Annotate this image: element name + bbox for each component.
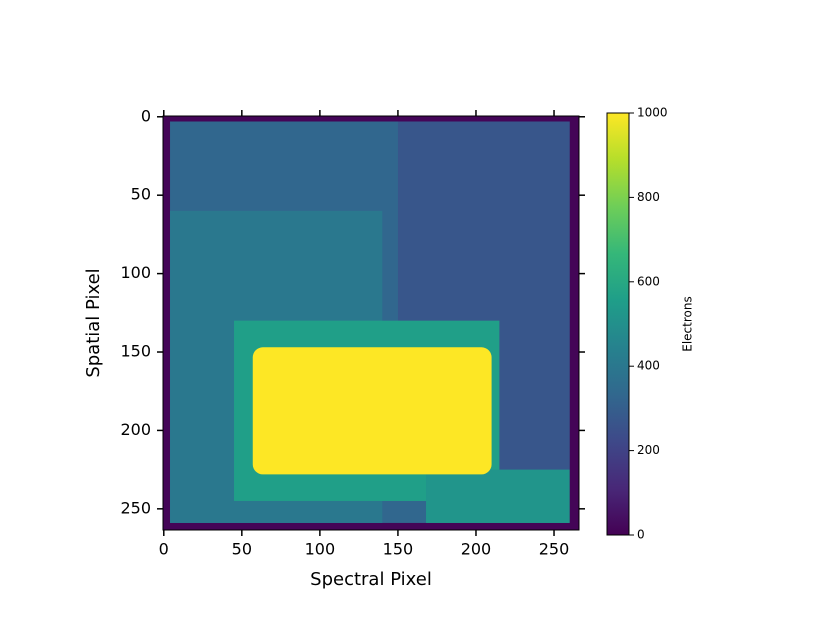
x-axis-label: Spectral Pixel	[310, 569, 432, 590]
x-tick-label: 150	[383, 540, 414, 559]
y-tick-label: 100	[120, 263, 151, 282]
heatmap-region	[426, 469, 570, 523]
colorbar-tick-label: 800	[637, 190, 660, 204]
heatmap-region	[252, 347, 492, 475]
colorbar-tick-label: 200	[637, 443, 660, 457]
x-tick-label: 100	[305, 540, 336, 559]
x-tick-label: 50	[232, 540, 252, 559]
y-tick-label: 250	[120, 498, 151, 517]
y-tick-label: 200	[120, 420, 151, 439]
x-tick-label: 0	[159, 540, 169, 559]
y-axis-label: Spatial Pixel	[83, 268, 104, 377]
colorbar-tick-label: 0	[637, 528, 645, 542]
x-tick-label: 200	[461, 540, 492, 559]
y-tick-label: 0	[141, 106, 151, 125]
colorbar-tick-label: 400	[637, 359, 660, 373]
plot-frame	[162, 115, 580, 531]
colorbar-tick-label: 600	[637, 274, 660, 288]
y-tick-label: 50	[131, 185, 151, 204]
colorbar	[606, 112, 630, 536]
colorbar-tick-label: 1000	[637, 106, 668, 120]
x-tick-label: 250	[539, 540, 570, 559]
colorbar-label: Electrons	[681, 296, 695, 351]
y-tick-label: 150	[120, 342, 151, 361]
plot-area	[163, 116, 579, 530]
